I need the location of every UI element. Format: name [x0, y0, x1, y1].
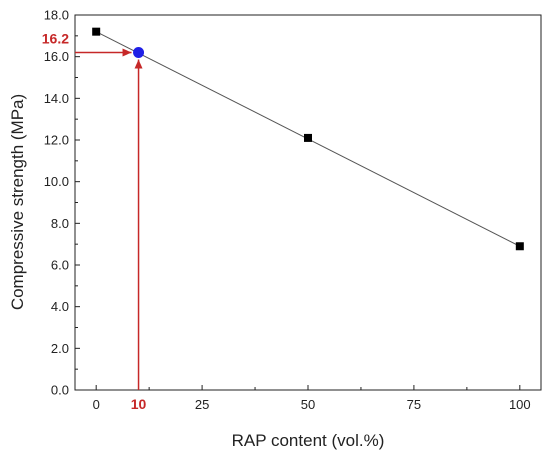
data-point — [304, 133, 312, 142]
plot-frame — [74, 14, 542, 391]
data-point — [92, 27, 101, 36]
data-point — [515, 242, 524, 251]
y-tick-label: 16.0 — [44, 49, 69, 64]
highlight-annotations: 10 16.2 — [42, 31, 147, 413]
x-tick-label: 100 — [509, 397, 531, 412]
data-points — [92, 27, 524, 251]
x-axis-label: RAP content (vol.%) — [232, 431, 385, 450]
y-tick-label: 8.0 — [51, 216, 69, 231]
x-axis-ticks: 0 25 50 75 100 — [93, 385, 531, 412]
y-tick-label: 18.0 — [44, 8, 69, 23]
y-tick-label: 14.0 — [44, 91, 69, 106]
highlight-point — [133, 47, 145, 58]
y-axis-label: Compressive strength (MPa) — [8, 94, 27, 310]
highlight-y-label: 16.2 — [42, 31, 69, 47]
highlight-guides — [75, 48, 143, 390]
x-tick-label: 50 — [301, 397, 315, 412]
y-tick-label: 10.0 — [44, 174, 69, 189]
y-tick-label: 4.0 — [51, 299, 69, 314]
y-tick-label: 2.0 — [51, 341, 69, 356]
x-tick-label: 75 — [407, 397, 421, 412]
x-tick-label: 25 — [195, 397, 209, 412]
y-axis-ticks: 0.0 2.0 4.0 6.0 8.0 10.0 12.0 14.0 16.0 18.0 — [44, 8, 80, 398]
y-tick-label: 0.0 — [51, 383, 69, 398]
y-tick-label: 12.0 — [44, 133, 69, 148]
y-tick-label: 6.0 — [51, 258, 69, 273]
x-tick-label: 0 — [93, 397, 100, 412]
highlight-x-label: 10 — [131, 396, 147, 412]
